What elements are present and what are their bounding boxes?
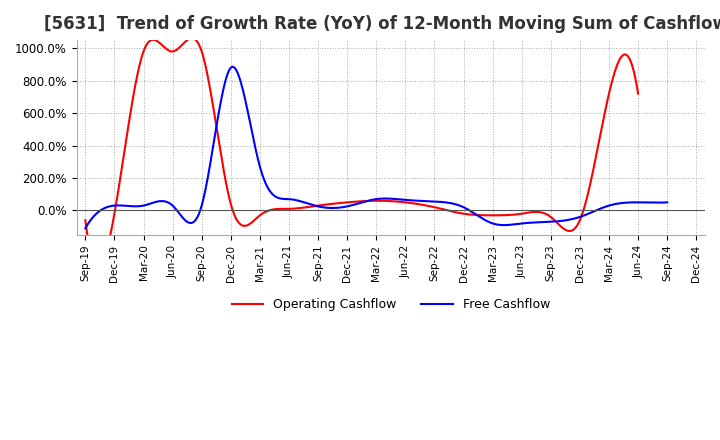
Free Cashflow <box>397 197 405 202</box>
Operating Cashflow <box>623 53 631 58</box>
Operating Cashflow <box>346 199 354 205</box>
Free Cashflow <box>428 199 437 204</box>
Title: [5631]  Trend of Growth Rate (YoY) of 12-Month Moving Sum of Cashflows: [5631] Trend of Growth Rate (YoY) of 12-… <box>44 15 720 33</box>
Operating Cashflow <box>187 36 196 41</box>
Free Cashflow <box>650 200 659 205</box>
Operating Cashflow <box>536 210 545 215</box>
Operating Cashflow <box>382 198 391 204</box>
Free Cashflow <box>81 226 90 231</box>
Free Cashflow <box>362 198 371 204</box>
Legend: Operating Cashflow, Free Cashflow: Operating Cashflow, Free Cashflow <box>227 293 555 316</box>
Free Cashflow <box>663 200 672 205</box>
Operating Cashflow <box>93 264 102 270</box>
Operating Cashflow <box>349 199 358 205</box>
Line: Free Cashflow: Free Cashflow <box>86 67 667 228</box>
Operating Cashflow <box>81 217 90 223</box>
Free Cashflow <box>228 64 237 70</box>
Free Cashflow <box>559 218 568 223</box>
Free Cashflow <box>359 199 367 205</box>
Line: Operating Cashflow: Operating Cashflow <box>86 38 638 267</box>
Operating Cashflow <box>413 201 421 206</box>
Operating Cashflow <box>634 91 642 96</box>
